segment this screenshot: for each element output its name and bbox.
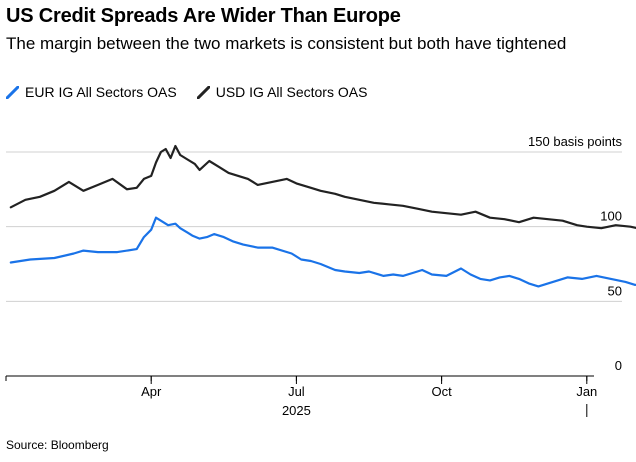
legend: EUR IG All Sectors OAS USD IG All Sector… bbox=[6, 82, 387, 102]
chart-subtitle: The margin between the two markets is co… bbox=[6, 34, 567, 53]
legend-label-eur: EUR IG All Sectors OAS bbox=[25, 84, 177, 100]
x-tick-label-oct: Oct bbox=[431, 384, 452, 399]
series-line-usd bbox=[9, 144, 636, 230]
x-year-label-2025: 2025 bbox=[282, 403, 311, 418]
series-line-eur bbox=[9, 216, 636, 288]
x-tick-label-jan: Jan bbox=[576, 384, 597, 399]
legend-swatch-usd bbox=[196, 85, 210, 99]
x-tick-label-jul: Jul bbox=[288, 384, 305, 399]
y-tick-label-0: 0 bbox=[615, 358, 622, 373]
y-tick-label-50: 50 bbox=[608, 283, 622, 298]
legend-item-usd: USD IG All Sectors OAS bbox=[196, 84, 368, 100]
source-note: Source: Bloomberg bbox=[6, 438, 109, 452]
chart-title: US Credit Spreads Are Wider Than Europe bbox=[6, 5, 401, 27]
y-tick-label-150: 150 basis points bbox=[528, 134, 622, 149]
legend-swatch-eur bbox=[6, 85, 19, 99]
legend-item-eur: EUR IG All Sectors OAS bbox=[6, 84, 177, 100]
legend-label-usd: USD IG All Sectors OAS bbox=[215, 84, 368, 100]
y-tick-label-100: 100 bbox=[600, 209, 622, 224]
x-tick-label-apr: Apr bbox=[141, 384, 162, 399]
